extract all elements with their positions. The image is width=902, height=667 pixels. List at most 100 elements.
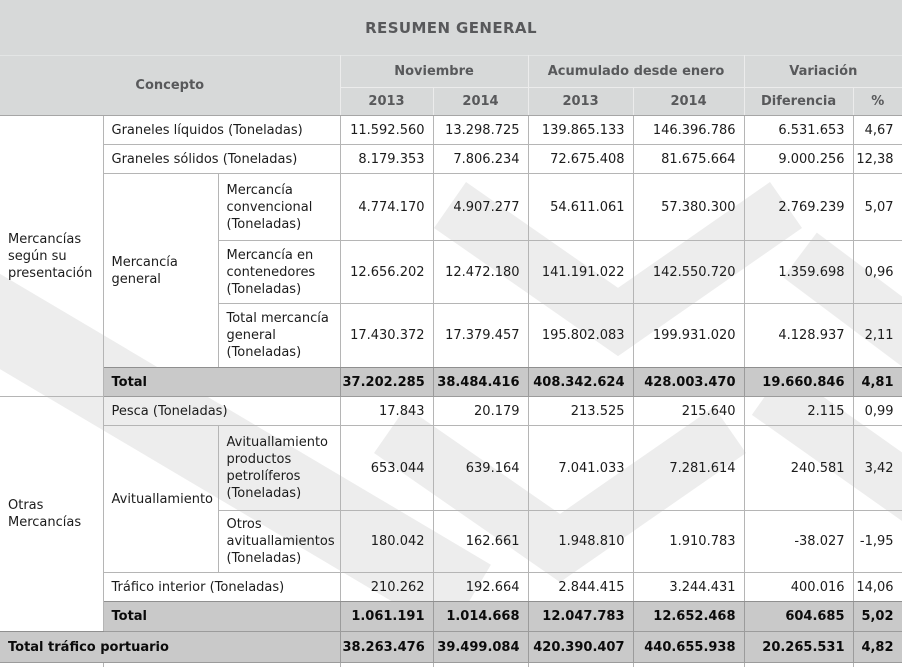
- value-nov-2013: 4.774.170: [339, 173, 434, 241]
- value-nov-2014: 192.664: [432, 572, 529, 602]
- table-header: Concepto Noviembre Acumulado desde enero…: [0, 55, 902, 116]
- value-porcentaje: 4,67: [852, 115, 902, 145]
- column-header-acum-2014: 2014: [632, 87, 745, 116]
- row-label: Graneles sólidos (Toneladas): [102, 144, 341, 174]
- value-diferencia: 20.265.531: [743, 631, 854, 663]
- value-nov-2014: 7.806.234: [432, 144, 529, 174]
- value-acum-2014: 57.380.300: [632, 173, 745, 241]
- value-acum-2014: 199.931.020: [632, 303, 745, 368]
- row-label: Otros avituallamientos (Toneladas): [217, 510, 341, 573]
- clipped-cell: [0, 662, 104, 667]
- column-header-acum-2013: 2013: [527, 87, 634, 116]
- value-porcentaje: 0,99: [852, 396, 902, 426]
- value-nov-2013: 17.430.372: [339, 303, 434, 368]
- value-acum-2014: 142.550.720: [632, 240, 745, 304]
- value-diferencia: -38.027: [743, 510, 854, 573]
- value-nov-2014: 17.379.457: [432, 303, 529, 368]
- row-label: Tráfico interior (Toneladas): [102, 572, 341, 602]
- value-nov-2014: 1.014.668: [432, 601, 529, 632]
- row-otros-avituallamientos: Otros avituallamientos (Toneladas) 180.0…: [0, 510, 902, 573]
- value-acum-2013: 420.390.407: [527, 631, 634, 663]
- grand-total-label: Total tráfico portuario: [0, 631, 341, 663]
- clipped-next-row: [0, 662, 902, 667]
- row-label: Mercancía en contenedores (Toneladas): [217, 240, 341, 304]
- clipped-cell: [102, 662, 341, 667]
- clipped-cell: [852, 662, 902, 667]
- value-diferencia: 2.115: [743, 396, 854, 426]
- value-diferencia: 400.016: [743, 572, 854, 602]
- value-acum-2014: 7.281.614: [632, 425, 745, 511]
- header-row-periods: Concepto Noviembre Acumulado desde enero…: [0, 55, 902, 116]
- value-porcentaje: 5,02: [852, 601, 902, 632]
- value-acum-2013: 408.342.624: [527, 367, 634, 397]
- value-diferencia: 1.359.698: [743, 240, 854, 304]
- value-diferencia: 4.128.937: [743, 303, 854, 368]
- value-diferencia: 240.581: [743, 425, 854, 511]
- value-nov-2014: 162.661: [432, 510, 529, 573]
- value-porcentaje: 12,38: [852, 144, 902, 174]
- column-header-variacion: Variación: [743, 55, 902, 88]
- value-nov-2013: 11.592.560: [339, 115, 434, 145]
- row-total-otras: Total 1.061.191 1.014.668 12.047.783 12.…: [0, 601, 902, 632]
- value-porcentaje: 4,82: [852, 631, 902, 663]
- group-label-otras-mercancias: Otras Mercancías: [0, 396, 104, 632]
- row-label: Graneles líquidos (Toneladas): [102, 115, 341, 145]
- value-acum-2014: 215.640: [632, 396, 745, 426]
- value-acum-2013: 7.041.033: [527, 425, 634, 511]
- value-acum-2013: 54.611.061: [527, 173, 634, 241]
- row-graneles-solidos: Graneles sólidos (Toneladas) 8.179.353 7…: [0, 144, 902, 174]
- row-label: Mercancía convencional (Toneladas): [217, 173, 341, 241]
- value-diferencia: 2.769.239: [743, 173, 854, 241]
- total-row-label: Total: [102, 367, 341, 397]
- row-label: Pesca (Toneladas): [102, 396, 341, 426]
- value-nov-2013: 37.202.285: [339, 367, 434, 397]
- value-porcentaje: 4,81: [852, 367, 902, 397]
- value-nov-2013: 180.042: [339, 510, 434, 573]
- value-nov-2013: 12.656.202: [339, 240, 434, 304]
- value-acum-2013: 141.191.022: [527, 240, 634, 304]
- value-nov-2014: 12.472.180: [432, 240, 529, 304]
- value-nov-2013: 17.843: [339, 396, 434, 426]
- row-label: Total mercancía general (Toneladas): [217, 303, 341, 368]
- table-body: Mercancías según su presentación Granele…: [0, 115, 902, 667]
- column-header-nov-2013: 2013: [339, 87, 434, 116]
- value-acum-2014: 428.003.470: [632, 367, 745, 397]
- row-trafico-interior: Tráfico interior (Toneladas) 210.262 192…: [0, 572, 902, 602]
- column-header-nov-2014: 2014: [432, 87, 529, 116]
- value-acum-2013: 213.525: [527, 396, 634, 426]
- clipped-cell: [339, 662, 434, 667]
- value-acum-2013: 2.844.415: [527, 572, 634, 602]
- row-graneles-liquidos: Mercancías según su presentación Granele…: [0, 115, 902, 397]
- value-nov-2014: 639.164: [432, 425, 529, 511]
- resumen-general-table: Concepto Noviembre Acumulado desde enero…: [0, 55, 902, 667]
- value-diferencia: 6.531.653: [743, 115, 854, 145]
- value-acum-2013: 139.865.133: [527, 115, 634, 145]
- group-label-mercancia-general: Mercancía general: [102, 173, 219, 368]
- clipped-cell: [432, 662, 529, 667]
- value-acum-2013: 195.802.083: [527, 303, 634, 368]
- value-nov-2014: 20.179: [432, 396, 529, 426]
- value-diferencia: 604.685: [743, 601, 854, 632]
- value-acum-2014: 12.652.468: [632, 601, 745, 632]
- clipped-cell: [527, 662, 634, 667]
- column-header-acumulado: Acumulado desde enero: [527, 55, 745, 88]
- value-acum-2013: 72.675.408: [527, 144, 634, 174]
- group-label-mercancias-presentacion: Mercancías según su presentación: [0, 115, 104, 397]
- row-mercancia-convencional: Mercancía general Mercancía convencional…: [0, 173, 902, 368]
- row-total-trafico-portuario: Total tráfico portuario 38.263.476 39.49…: [0, 631, 902, 663]
- value-nov-2013: 38.263.476: [339, 631, 434, 663]
- value-nov-2013: 1.061.191: [339, 601, 434, 632]
- row-avituallamiento-petroliferos: Avituallamiento Avituallamiento producto…: [0, 425, 902, 573]
- value-porcentaje: -1,95: [852, 510, 902, 573]
- value-diferencia: 9.000.256: [743, 144, 854, 174]
- value-acum-2014: 146.396.786: [632, 115, 745, 145]
- total-row-label: Total: [102, 601, 341, 632]
- column-header-concepto: Concepto: [0, 55, 341, 116]
- value-porcentaje: 14,06: [852, 572, 902, 602]
- value-acum-2013: 12.047.783: [527, 601, 634, 632]
- header-row-years: 2013 2014 2013 2014 Diferencia %: [0, 87, 902, 116]
- column-header-noviembre: Noviembre: [339, 55, 529, 88]
- value-porcentaje: 2,11: [852, 303, 902, 368]
- value-nov-2014: 4.907.277: [432, 173, 529, 241]
